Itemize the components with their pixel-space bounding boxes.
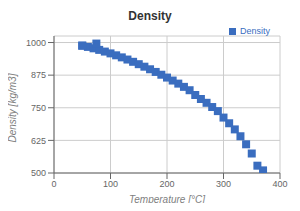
- svg-text:Density [kg/m3]: Density [kg/m3]: [8, 73, 18, 142]
- svg-text:100: 100: [103, 179, 118, 189]
- svg-text:300: 300: [216, 179, 231, 189]
- svg-text:500: 500: [31, 168, 46, 178]
- svg-text:875: 875: [31, 70, 46, 80]
- svg-text:200: 200: [159, 179, 174, 189]
- html-text:Density: Density: [240, 26, 270, 36]
- svg-text:625: 625: [31, 136, 46, 146]
- svg-text:400: 400: [272, 179, 287, 189]
- svg-text:Temperature [°C]: Temperature [°C]: [129, 194, 205, 203]
- svg-text:1000: 1000: [26, 38, 46, 48]
- svg-text:0: 0: [51, 179, 56, 189]
- svg-text:750: 750: [31, 103, 46, 113]
- html-text:Density: Density: [128, 9, 172, 23]
